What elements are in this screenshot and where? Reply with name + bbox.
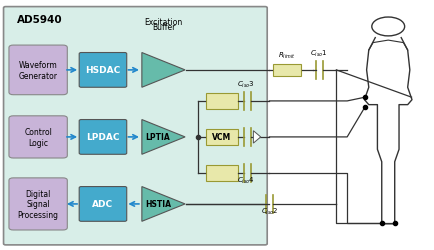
- Polygon shape: [141, 120, 184, 155]
- FancyBboxPatch shape: [9, 46, 67, 95]
- Text: $C_{iso}$4: $C_{iso}$4: [236, 175, 254, 185]
- Text: AD5940: AD5940: [16, 15, 62, 25]
- Text: Excitation: Excitation: [144, 18, 182, 27]
- Text: Buffer: Buffer: [151, 23, 175, 32]
- Text: LPDAC: LPDAC: [86, 133, 119, 142]
- Text: $C_{iso}$1: $C_{iso}$1: [309, 48, 327, 59]
- Text: LPTIA: LPTIA: [145, 133, 170, 142]
- Polygon shape: [141, 53, 184, 88]
- FancyBboxPatch shape: [9, 116, 67, 158]
- FancyBboxPatch shape: [3, 8, 266, 245]
- Text: HSTIA: HSTIA: [145, 200, 171, 208]
- Bar: [272, 64, 300, 77]
- Text: Control
Logic: Control Logic: [24, 128, 52, 147]
- Text: $C_{iso}$2: $C_{iso}$2: [260, 206, 278, 216]
- Text: ADC: ADC: [92, 200, 113, 208]
- Text: Waveform
Generator: Waveform Generator: [19, 61, 57, 80]
- Bar: [205, 129, 237, 146]
- Text: HSDAC: HSDAC: [85, 66, 120, 75]
- Polygon shape: [141, 187, 184, 222]
- FancyBboxPatch shape: [79, 120, 126, 155]
- Text: $C_{iso}$3: $C_{iso}$3: [236, 80, 254, 90]
- Text: $R_{limit}$: $R_{limit}$: [277, 51, 295, 61]
- Polygon shape: [253, 131, 260, 143]
- FancyBboxPatch shape: [79, 53, 126, 88]
- Bar: [205, 165, 237, 181]
- Text: VCM: VCM: [212, 133, 231, 142]
- Bar: [205, 94, 237, 110]
- FancyBboxPatch shape: [9, 178, 67, 230]
- Text: Digital
Signal
Processing: Digital Signal Processing: [18, 189, 59, 219]
- FancyBboxPatch shape: [79, 187, 126, 222]
